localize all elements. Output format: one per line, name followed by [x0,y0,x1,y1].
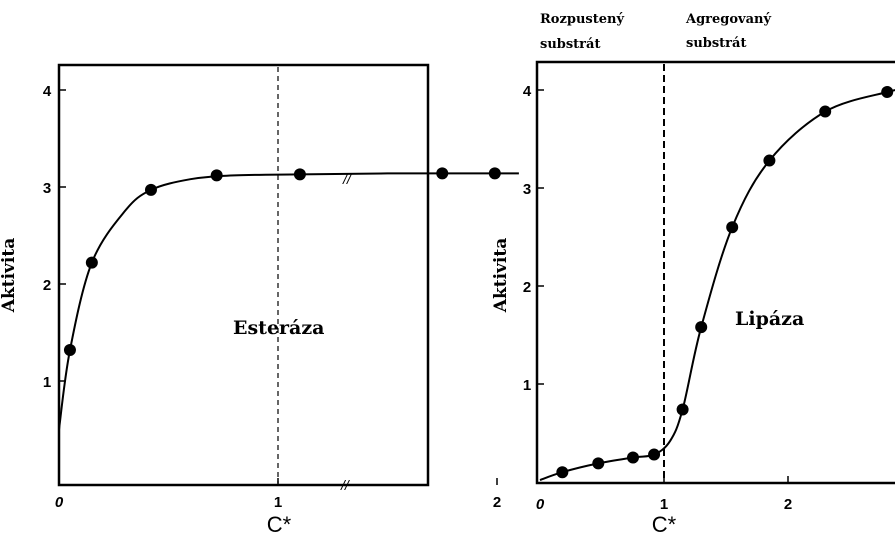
data-point [695,321,708,334]
region-label-aggregated: Agregovaný substrát [685,12,776,51]
axis-break-bottom: // [340,477,351,493]
data-point [881,85,894,98]
y-tick-label: 3 [523,181,531,198]
chart-esteraza: 1 2 3 4 0 1 2 Aktivita C* Esteráza // // [0,63,519,537]
x-axis-label: C* [652,512,677,537]
x-axis-label: C* [267,512,292,537]
region-label-dissolved-line2: substrát [540,37,600,52]
series-line [58,172,519,430]
series-line [539,89,895,481]
y-tick-label: 4 [43,83,52,100]
y-tick-label: 1 [43,374,51,391]
data-point [436,167,449,180]
y-tick-label: 1 [523,377,531,394]
x-tick-label: 2 [784,496,792,513]
y-tick-label: 3 [43,180,51,197]
axis-break-top: // [342,171,353,187]
data-point [726,221,739,234]
y-axis-label: Aktivita [0,238,19,313]
x-tick-label: 2 [493,494,501,511]
x-tick-label: 0 [536,496,545,513]
chart-title: Lipáza [735,308,804,330]
data-point [676,403,689,416]
data-point [763,154,776,167]
x-tick-label: 1 [660,496,668,513]
region-label-dissolved: Rozpustený substrát [540,12,629,52]
plot-frame [535,60,895,485]
data-point [627,451,639,464]
chart-lipaza: 1 2 3 4 0 1 2 Aktivita C* Lipáza Rozpustený s… [491,12,895,537]
region-label-aggregated-line2: substrát [686,36,746,51]
data-point [592,457,605,470]
y-tick-label: 2 [43,277,51,294]
data-point [819,105,832,118]
y-axis-label: Aktivita [491,238,511,313]
data-point [210,169,223,182]
data-point [556,466,569,479]
data-point [488,167,501,180]
data-point [85,256,98,269]
data-point [648,448,661,461]
y-tick-label: 2 [523,279,531,296]
region-label-aggregated-line1: Agregovaný [685,12,771,27]
plot-frame [57,63,430,487]
data-point [293,168,306,181]
x-tick-label: 0 [55,494,64,511]
y-tick-label: 4 [523,83,532,100]
chart-title: Esteráza [233,317,324,339]
region-label-dissolved-line1: Rozpustený [540,12,624,27]
x-tick-label: 1 [274,494,282,511]
data-point [144,183,157,196]
data-point [63,343,76,356]
